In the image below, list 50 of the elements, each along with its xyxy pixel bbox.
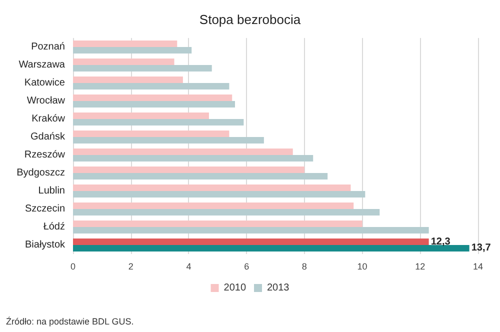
bar bbox=[73, 94, 232, 101]
bar bbox=[73, 65, 212, 72]
y-tick-label: Białystok bbox=[24, 240, 66, 250]
bar bbox=[73, 40, 178, 47]
x-tick-label: 2 bbox=[128, 262, 134, 272]
bar bbox=[73, 166, 304, 173]
bar bbox=[73, 58, 174, 65]
x-tick-label: 10 bbox=[357, 262, 368, 272]
bar bbox=[73, 245, 470, 252]
legend-label: 2010 bbox=[224, 282, 246, 294]
legend-label: 2013 bbox=[267, 282, 290, 294]
bar bbox=[73, 173, 328, 180]
y-tick-label: Szczecin bbox=[24, 204, 65, 214]
data-label: 13,7 bbox=[471, 242, 492, 254]
y-tick-label: Lublin bbox=[38, 186, 65, 196]
bar bbox=[73, 238, 429, 245]
bar bbox=[73, 191, 366, 198]
y-tick-label: Warszawa bbox=[18, 60, 66, 70]
y-tick-label: Bydgoszcz bbox=[16, 168, 65, 178]
y-tick-label: Poznań bbox=[31, 42, 65, 52]
bar bbox=[73, 112, 209, 119]
y-tick-label: Wrocław bbox=[26, 96, 66, 106]
y-tick-label: Gdańsk bbox=[30, 132, 66, 142]
bar bbox=[73, 209, 380, 216]
y-tick-label: Łódź bbox=[43, 222, 65, 232]
x-tick-label: 0 bbox=[70, 262, 76, 272]
x-tick-label: 12 bbox=[415, 262, 426, 272]
bar bbox=[73, 119, 244, 126]
bar bbox=[73, 227, 429, 234]
bar bbox=[73, 155, 314, 162]
bar bbox=[73, 76, 183, 83]
bar bbox=[73, 148, 293, 155]
bar bbox=[73, 47, 192, 54]
x-tick-label: 6 bbox=[244, 262, 250, 272]
y-tick-label: Rzeszów bbox=[24, 150, 66, 160]
bar bbox=[73, 184, 351, 191]
y-tick-label: Kraków bbox=[32, 114, 66, 124]
data-label: 12,3 bbox=[430, 236, 451, 248]
bar bbox=[73, 130, 230, 137]
x-tick-label: 14 bbox=[472, 262, 484, 272]
y-tick-label: Katowice bbox=[24, 78, 66, 88]
text: Źródło: na podstawie BDL GUS. bbox=[6, 316, 134, 326]
bar bbox=[73, 202, 354, 209]
x-tick-label: 8 bbox=[302, 262, 307, 272]
bar bbox=[73, 220, 362, 227]
chart-title: Stopa bezrobocia bbox=[199, 12, 302, 27]
x-tick-label: 4 bbox=[186, 262, 192, 272]
bar bbox=[73, 137, 264, 144]
bar bbox=[73, 101, 235, 108]
bar bbox=[73, 83, 230, 90]
